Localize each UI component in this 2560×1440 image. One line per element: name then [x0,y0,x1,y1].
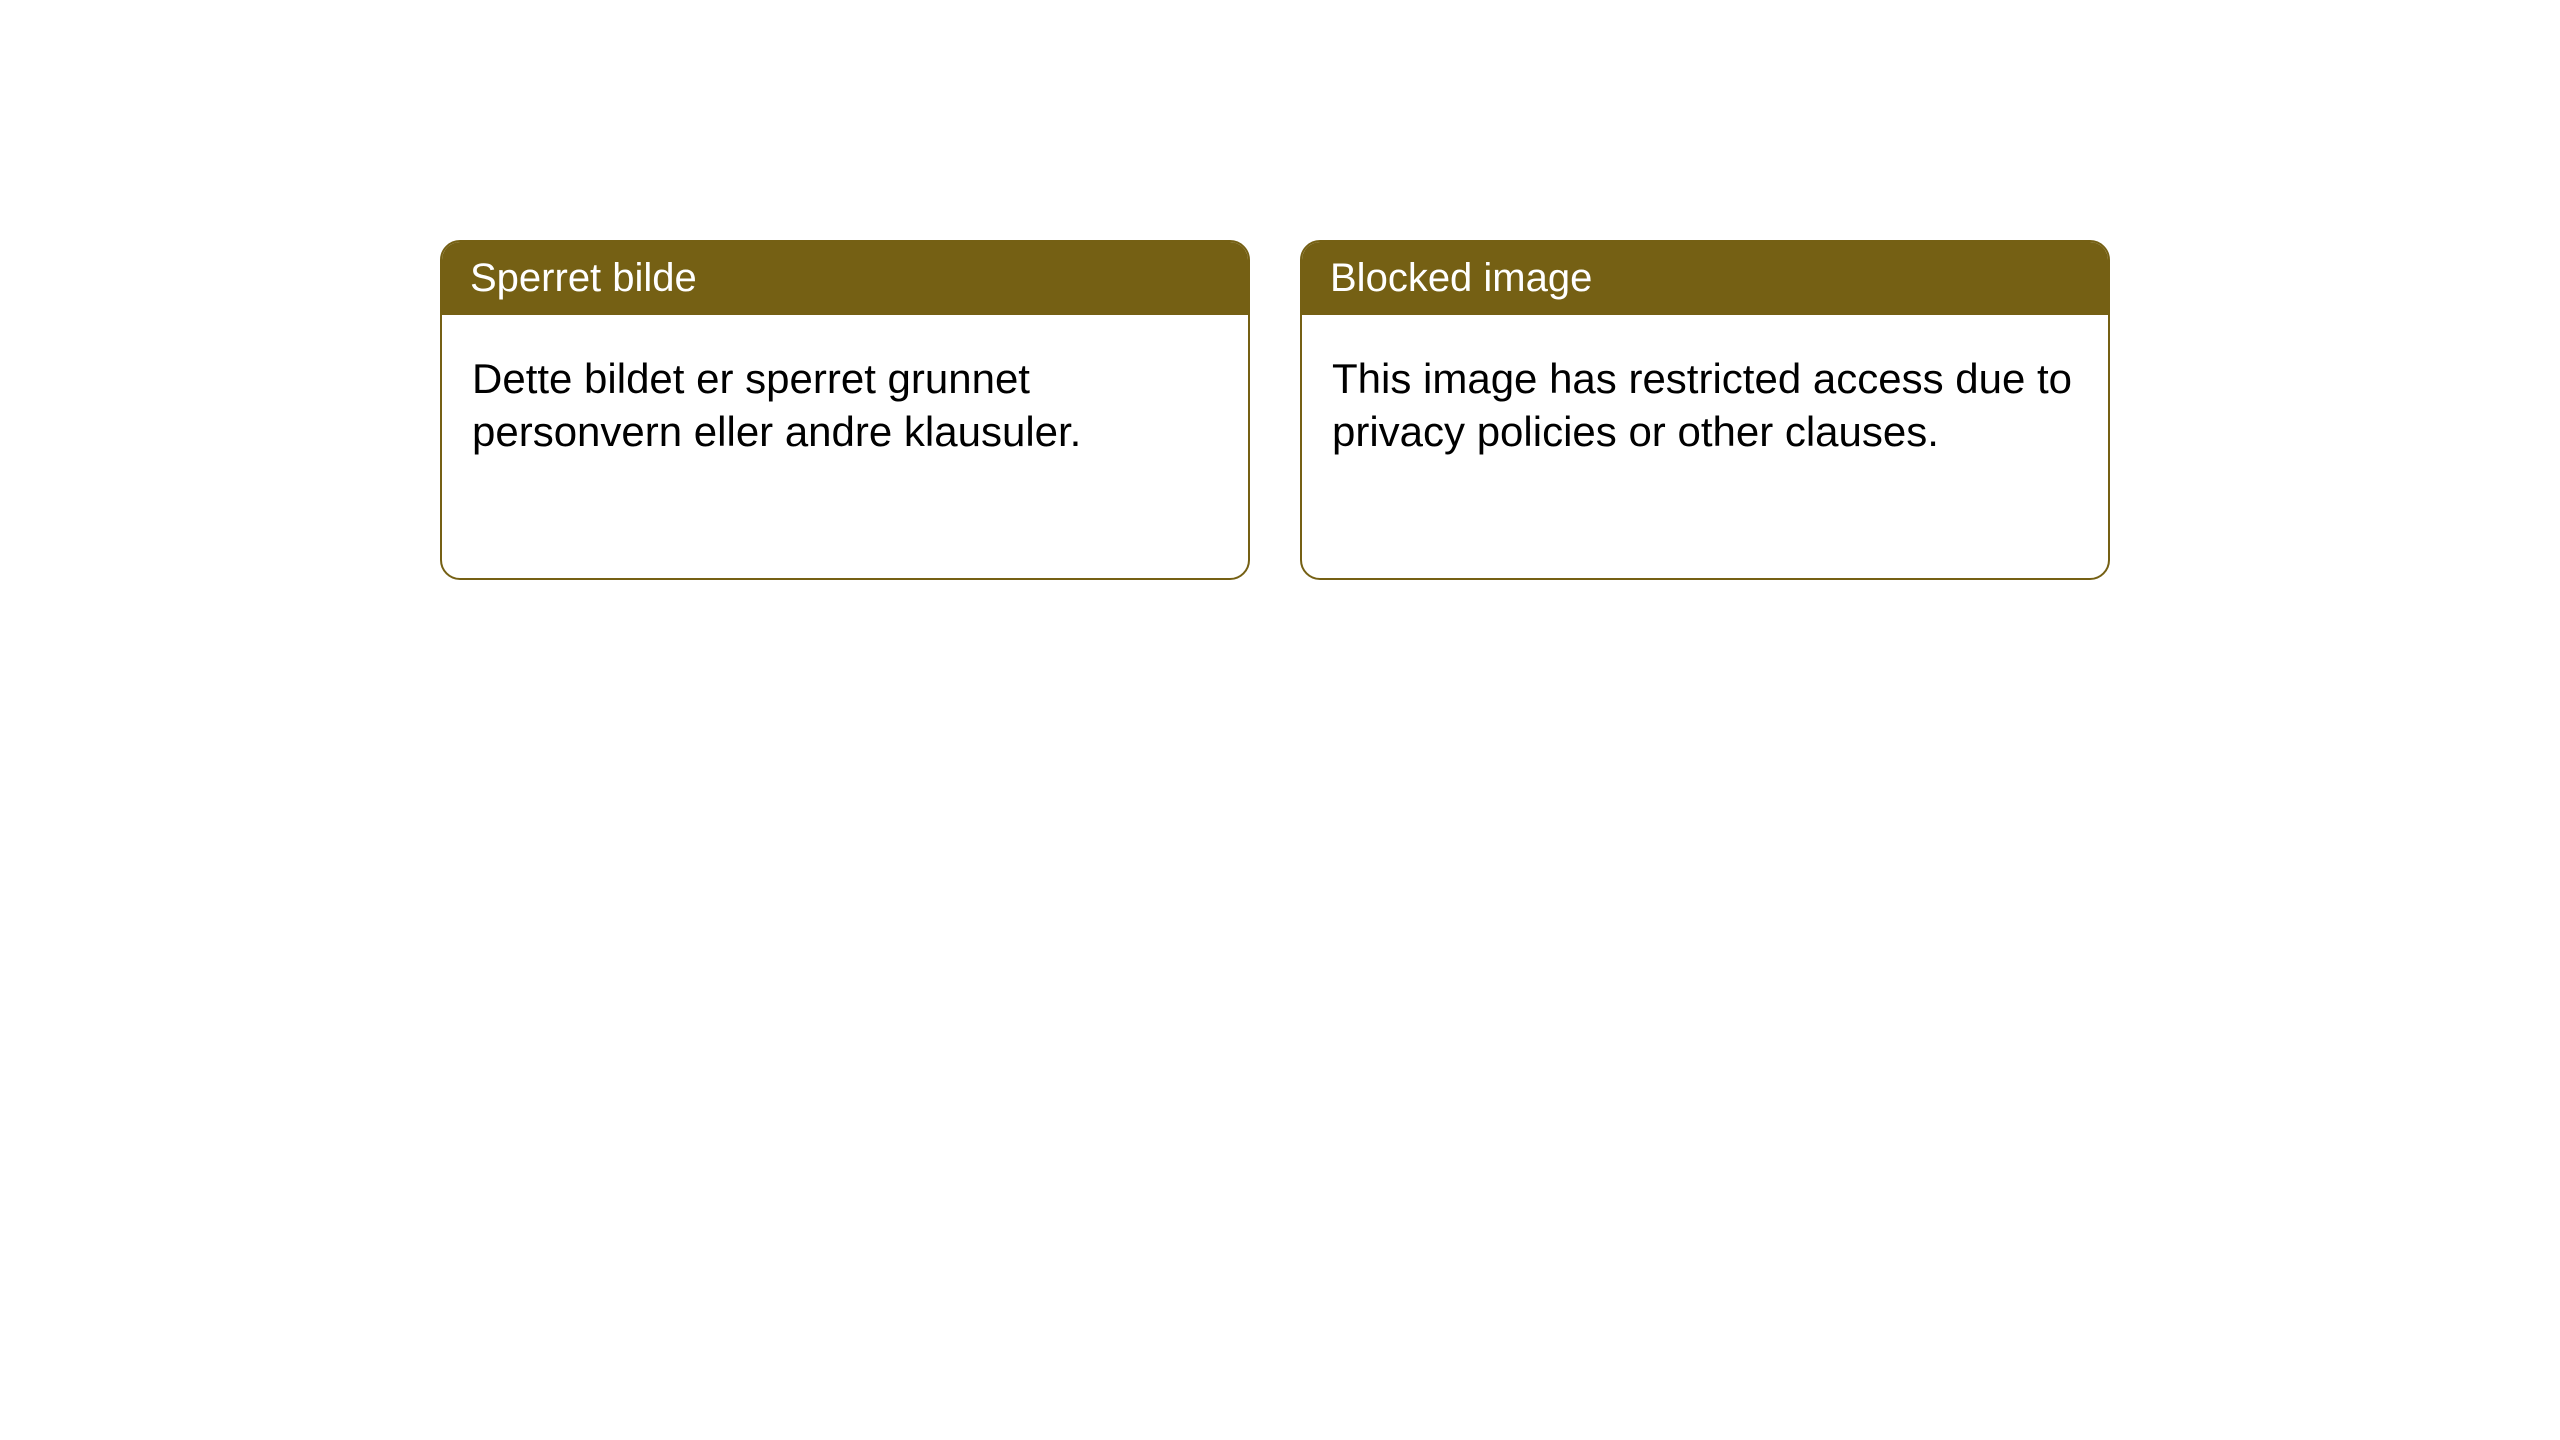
blocked-image-card-no: Sperret bilde Dette bildet er sperret gr… [440,240,1250,580]
blocked-image-card-en: Blocked image This image has restricted … [1300,240,2110,580]
card-title: Sperret bilde [470,256,697,300]
card-header: Sperret bilde [442,242,1248,315]
card-body-text: Dette bildet er sperret grunnet personve… [472,355,1081,455]
card-container: Sperret bilde Dette bildet er sperret gr… [0,0,2560,580]
card-body: This image has restricted access due to … [1302,315,2108,496]
card-body-text: This image has restricted access due to … [1332,355,2072,455]
card-header: Blocked image [1302,242,2108,315]
card-title: Blocked image [1330,256,1592,300]
card-body: Dette bildet er sperret grunnet personve… [442,315,1248,496]
